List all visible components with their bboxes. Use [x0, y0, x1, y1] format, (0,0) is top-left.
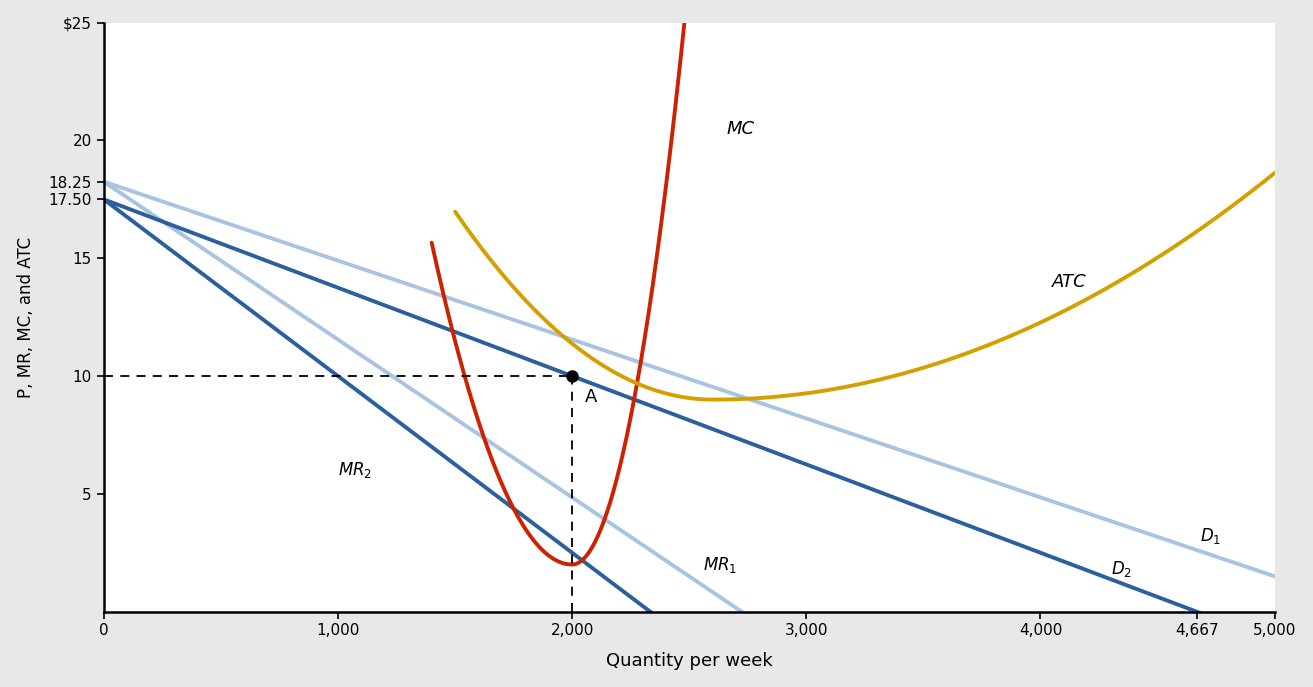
Text: MC: MC	[726, 120, 755, 137]
Y-axis label: P, MR, MC, and ATC: P, MR, MC, and ATC	[17, 236, 34, 398]
Text: $D_1$: $D_1$	[1200, 526, 1221, 546]
X-axis label: Quantity per week: Quantity per week	[605, 653, 772, 671]
Text: $MR_2$: $MR_2$	[337, 460, 372, 480]
Text: $D_2$: $D_2$	[1111, 559, 1132, 579]
Text: $MR_1$: $MR_1$	[704, 554, 738, 574]
Text: ATC: ATC	[1052, 273, 1087, 291]
Text: A: A	[586, 388, 597, 406]
